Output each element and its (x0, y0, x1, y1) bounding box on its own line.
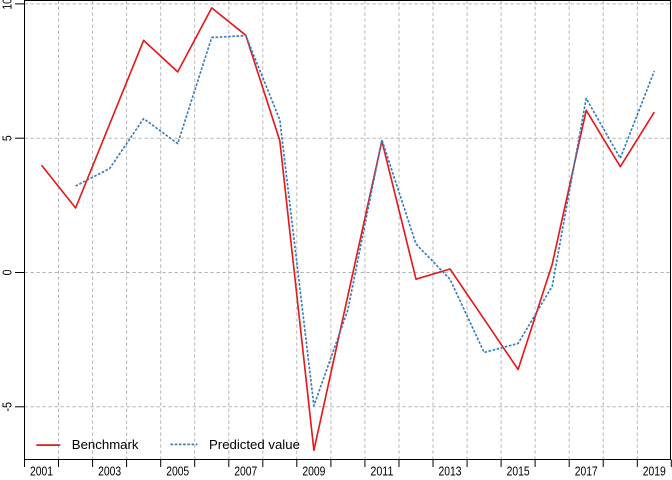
svg-text:2017: 2017 (575, 464, 598, 479)
svg-text:Predicted value: Predicted value (209, 437, 300, 452)
svg-text:2013: 2013 (439, 464, 462, 479)
svg-text:0: 0 (0, 270, 15, 276)
svg-text:2009: 2009 (302, 464, 325, 479)
svg-text:10: 10 (0, 0, 15, 10)
svg-text:2007: 2007 (234, 464, 257, 479)
svg-text:2015: 2015 (507, 464, 530, 479)
svg-text:2011: 2011 (370, 464, 393, 479)
svg-text:2005: 2005 (166, 464, 189, 479)
svg-text:2003: 2003 (98, 464, 121, 479)
svg-text:2001: 2001 (30, 464, 53, 479)
svg-text:Benchmark: Benchmark (72, 437, 139, 452)
svg-text:2019: 2019 (643, 464, 666, 479)
svg-text:5: 5 (0, 135, 15, 141)
svg-text:-5: -5 (0, 402, 15, 412)
